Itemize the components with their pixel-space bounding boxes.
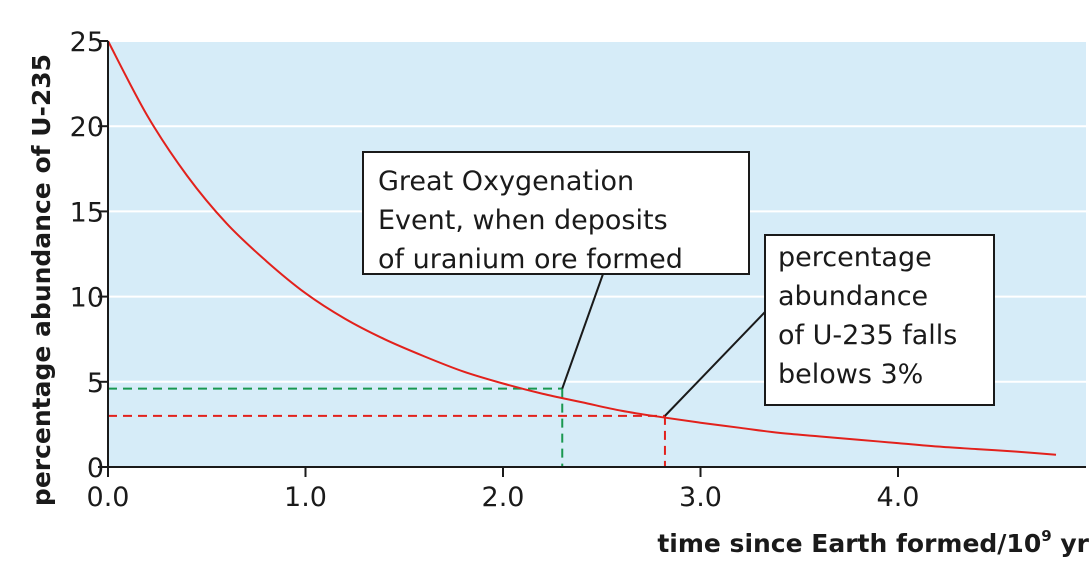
x-tick-label-1: 1.0 (284, 482, 327, 513)
x-tick-label-3: 3.0 (679, 482, 722, 513)
annotation-box-0 (362, 151, 750, 275)
annotation-0-line-1: Event, when deposits (378, 205, 668, 236)
annotation-1-line-2: of U-235 falls (778, 320, 957, 351)
y-tick-label-4: 20 (70, 112, 104, 143)
x-tick-label-0: 0.0 (87, 482, 130, 513)
annotation-0-line-0: Great Oxygenation (378, 166, 634, 197)
annotations: Great Oxygenation Event, when deposits of … (362, 151, 995, 417)
y-axis-title: percentage abundance of U-235 (27, 54, 56, 506)
x-axis-title: time since Earth formed/109 yr (657, 527, 1089, 558)
series-line-u235 (107, 40, 1057, 456)
axes (98, 40, 1086, 477)
y-tick-label-2: 10 (70, 283, 104, 314)
tick-labels: 0 5 10 15 20 25 0.0 1.0 2.0 3.0 4.0 (70, 27, 920, 513)
annotation-leader-0 (561, 273, 604, 389)
y-tick-label-3: 15 (70, 197, 104, 228)
y-tick-label-1: 5 (87, 368, 104, 399)
annotation-1-line-3: belows 3% (778, 359, 923, 390)
annotation-0-line-2: of uranium ore formed (378, 244, 683, 275)
y-tick-label-0: 0 (87, 453, 104, 484)
annotation-1-line-0: percentage (778, 242, 932, 273)
x-tick-label-4: 4.0 (877, 482, 920, 513)
x-tick-label-2: 2.0 (482, 482, 525, 513)
annotation-box-1 (764, 234, 995, 406)
y-tick-label-5: 25 (70, 27, 104, 58)
annotation-1-line-1: abundance (778, 281, 928, 312)
annotation-leader-1 (664, 311, 766, 417)
reference-lines (108, 387, 666, 467)
